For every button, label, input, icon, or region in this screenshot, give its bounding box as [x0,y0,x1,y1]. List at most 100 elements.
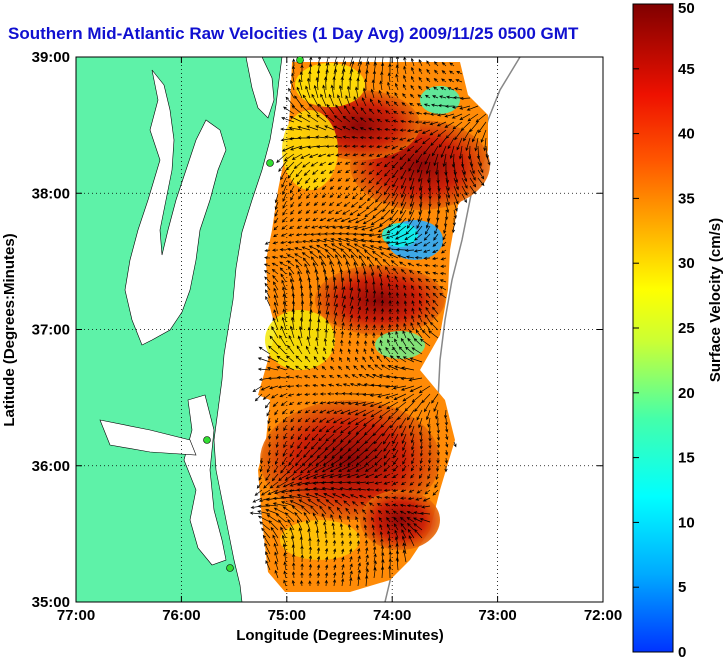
velocity-arrow [335,153,343,157]
map-content [76,57,521,602]
velocity-arrow [272,502,287,507]
velocity-arrow [310,256,319,267]
velocity-arrow [324,125,335,131]
velocity-arrow [353,169,359,174]
velocity-arrow [372,332,376,339]
velocity-arrow [399,153,407,161]
velocity-arrow [399,128,407,132]
velocity-arrow [444,209,449,221]
velocity-arrow [304,365,311,371]
velocity-arrow [429,112,439,116]
velocity-arrow [467,113,479,122]
velocity-arrow [414,145,423,154]
velocity-arrow [274,560,279,571]
velocity-arrow [298,527,303,539]
velocity-arrow [269,385,279,390]
velocity-arrow [377,99,383,107]
velocity-arrow [374,364,383,371]
velocity-arrow [447,87,455,91]
velocity-arrow [317,292,322,307]
velocity-arrow [411,393,423,403]
velocity-arrow [365,561,369,571]
velocity-arrow [324,135,335,139]
velocity-arrow [360,364,367,371]
velocity-arrow [332,417,343,424]
velocity-arrow [347,348,351,355]
velocity-arrow [325,319,329,331]
velocity-arrow [349,57,354,67]
velocity-arrow [399,145,407,151]
velocity-arrow [408,209,415,223]
colorbar-label: Surface Velocity (cm/s) [707,218,724,382]
velocity-arrow [276,366,287,371]
velocity-arrow [383,449,391,459]
velocity-arrow [332,539,337,547]
velocity-arrow [346,465,359,472]
velocity-arrow [355,425,367,435]
velocity-arrow [320,169,327,175]
velocity-arrow [308,572,312,579]
velocity-arrow [347,449,359,459]
velocity-arrow [324,276,328,291]
velocity-arrow [411,285,415,291]
velocity-arrow [349,277,353,291]
velocity-arrow [406,137,415,142]
chesapeake-bay [124,69,227,346]
velocity-arrow [332,579,337,587]
velocity-arrow [252,497,263,503]
velocity-arrow [376,177,383,185]
velocity-arrow [436,417,440,427]
velocity-arrow [340,540,345,547]
velocity-arrow [433,401,439,413]
velocity-arrow [339,225,351,230]
velocity-arrow [306,77,311,91]
velocity-arrow [410,425,415,437]
velocity-arrow [398,209,407,222]
velocity-arrow [265,560,271,571]
velocity-arrow [285,366,295,371]
velocity-arrow [321,486,335,491]
velocity-arrow [288,233,295,237]
velocity-arrow [418,58,423,67]
velocity-arrow [378,89,383,99]
velocity-arrow [304,433,311,441]
velocity-arrow [280,526,287,539]
velocity-arrow [469,121,479,133]
velocity-arrow [368,233,383,238]
velocity-arrow [387,338,391,347]
velocity-arrow [297,209,303,215]
velocity-arrow [290,425,295,432]
velocity-arrow [304,177,311,184]
velocity-arrow [443,217,448,228]
velocity-arrow [329,185,335,190]
velocity-arrow [258,346,271,355]
velocity-arrow [445,201,450,214]
velocity-arrow [419,457,423,465]
velocity-arrow [388,565,392,579]
velocity-arrow [452,105,463,109]
velocity-arrow [288,87,295,99]
velocity-arrow [358,374,367,379]
velocity-arrow [365,481,375,485]
velocity-arrow [271,268,279,275]
velocity-arrow [364,457,375,466]
velocity-arrow [442,153,447,168]
velocity-arrow [423,249,431,253]
velocity-arrow [361,244,375,251]
colorbar-tick-label: 15 [678,450,695,467]
velocity-arrow [308,70,312,83]
velocity-arrow [325,284,330,299]
velocity-arrow [288,334,295,347]
velocity-arrow [392,441,399,452]
velocity-arrow [418,169,423,183]
velocity-arrow [280,233,287,237]
velocity-arrow [395,323,400,331]
velocity-arrow [356,449,367,459]
velocity-arrow [385,393,399,399]
velocity-arrow [424,263,431,268]
velocity-arrow [455,79,463,83]
velocity-arrow [372,425,383,437]
velocity-arrow [347,409,359,415]
velocity-arrow [300,104,311,115]
velocity-arrow [365,288,369,299]
